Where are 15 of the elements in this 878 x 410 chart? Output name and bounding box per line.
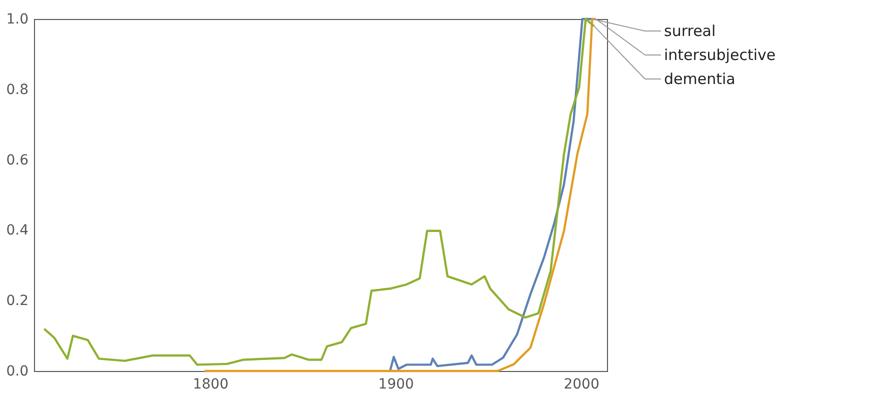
y-tick-label: 1.0 [6, 12, 28, 28]
text: surreal [664, 22, 716, 40]
line-series [388, 18, 594, 372]
x-tick-label: 1900 [378, 376, 414, 392]
text: intersubjective [664, 46, 776, 64]
y-tick-label: 0.0 [6, 364, 28, 380]
line-series [204, 18, 597, 372]
line-series [43, 18, 596, 366]
text: dementia [664, 70, 736, 88]
y-tick-label: 0.8 [6, 82, 28, 98]
y-tick-label: 0.2 [6, 293, 28, 310]
x-tick-label: 2000 [564, 376, 600, 392]
y-tick-label: 0.6 [6, 152, 29, 168]
y-tick-label: 0.4 [6, 222, 29, 239]
x-tick-label: 1800 [192, 376, 228, 392]
